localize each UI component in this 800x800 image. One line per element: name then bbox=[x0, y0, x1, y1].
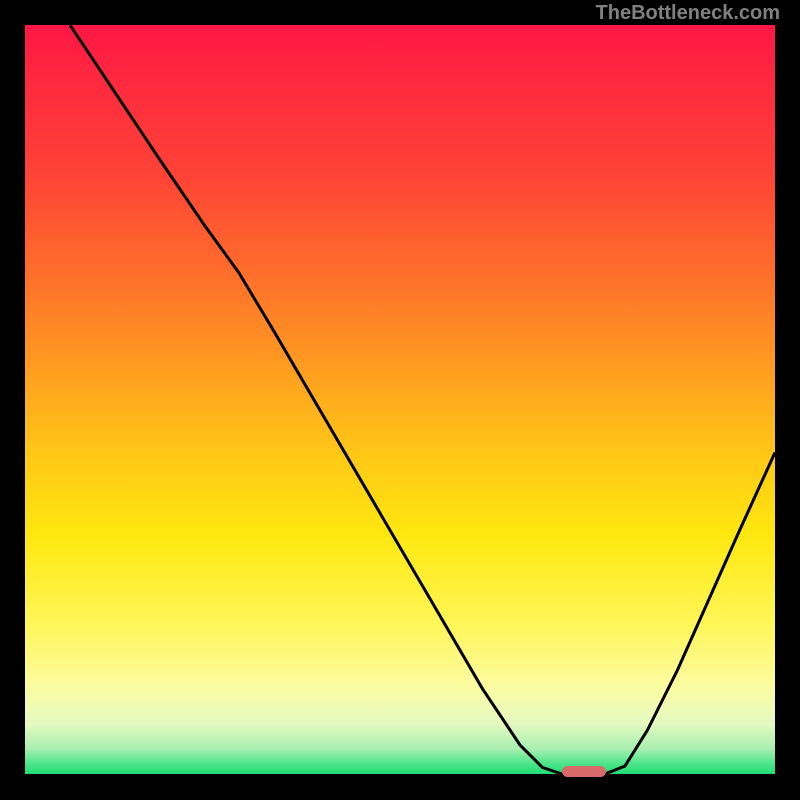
watermark-text: TheBottleneck.com bbox=[596, 2, 780, 25]
optimal-marker bbox=[562, 766, 606, 777]
bottleneck-curve bbox=[70, 25, 775, 775]
curve-layer bbox=[25, 25, 775, 775]
plot-area bbox=[25, 25, 775, 775]
